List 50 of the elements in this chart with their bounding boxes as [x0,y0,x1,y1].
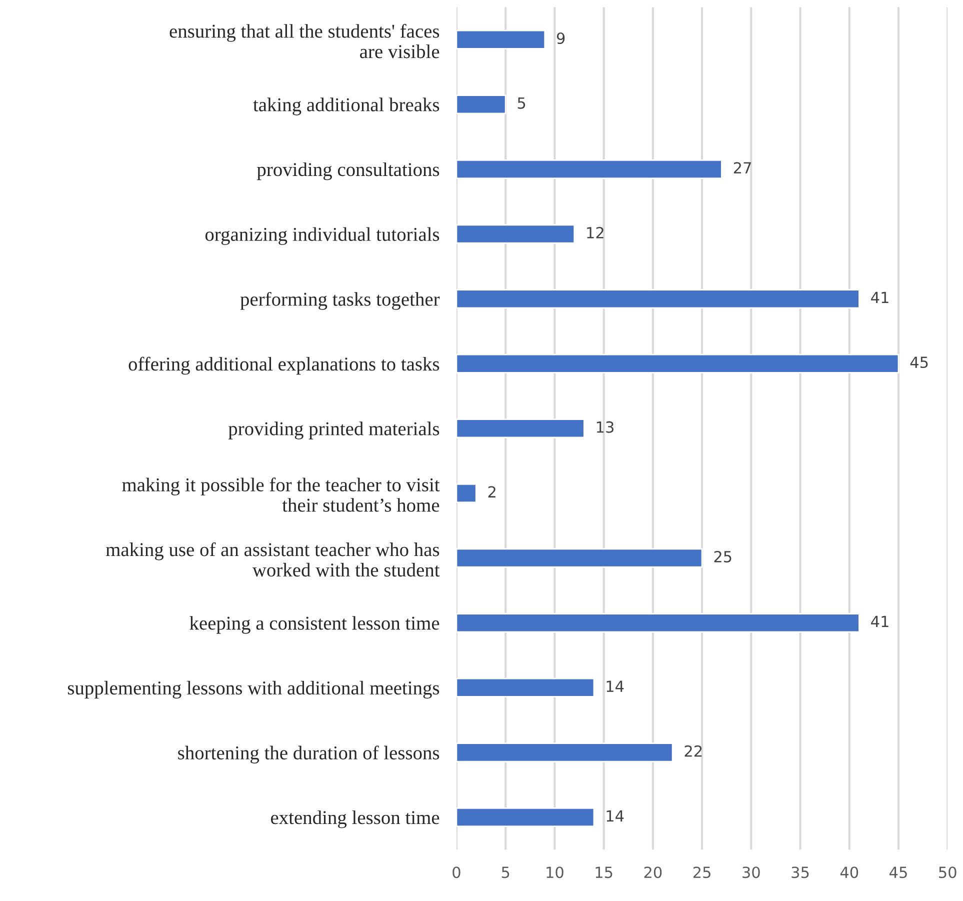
bar [456,159,722,179]
bar [456,289,860,309]
bar [456,678,595,698]
x-tick-label: 35 [792,866,809,878]
x-tick-label: 10 [546,866,564,878]
data-label: 22 [684,745,702,757]
bar [456,224,576,244]
data-label: 2 [488,486,496,498]
bar [456,30,546,50]
y-tick-label: organizing individual tutorials [205,227,440,245]
bar [456,354,900,374]
data-label: 14 [606,810,624,822]
data-label: 25 [714,550,732,562]
x-tick-label: 15 [596,866,612,878]
bar [456,483,477,503]
x-tick-label: 5 [502,866,510,878]
y-tick-label: offering additional explanations to tasks [128,356,440,375]
y-tick-label: supplementing lessons with additional meetings [68,680,440,699]
y-tick-label: extending lesson time [270,810,440,828]
data-label: 27 [734,162,751,174]
x-tick-label: 0 [452,866,460,878]
y-tick-label: making it possible for the teacher to visit their student’s home [122,478,440,512]
bar [456,613,860,633]
x-tick-label: 20 [644,866,662,878]
data-label: 9 [556,32,565,44]
data-label: 45 [910,356,928,368]
bar [456,742,674,762]
y-tick-label: performing tasks together [240,292,440,310]
y-tick-label: providing consultations [257,162,440,180]
x-tick-label: 40 [840,866,858,878]
y-tick-label: providing printed materials [228,422,440,440]
x-tick-label: 45 [890,866,907,878]
bar [456,807,595,828]
bar [456,94,506,114]
x-tick-label: 30 [742,866,760,878]
bar [456,548,703,568]
data-label: 14 [606,680,624,692]
y-tick-label: making use of an assistant teacher who has worked with the student [106,542,440,577]
data-label: 5 [518,97,526,109]
x-tick-label: 50 [939,866,956,878]
y-tick-label: taking additional breaks [253,98,440,116]
data-label: 13 [596,421,614,433]
y-tick-label: keeping a consistent lesson time [190,616,440,634]
x-tick-label: 25 [693,866,710,878]
y-tick-label: ensuring that all the students' faces are visible [170,24,440,58]
data-label: 41 [871,616,888,628]
data-label: 41 [871,292,888,304]
bar [456,418,585,438]
data-label: 12 [587,226,604,238]
y-tick-label: shortening the duration of lessons [178,746,440,764]
